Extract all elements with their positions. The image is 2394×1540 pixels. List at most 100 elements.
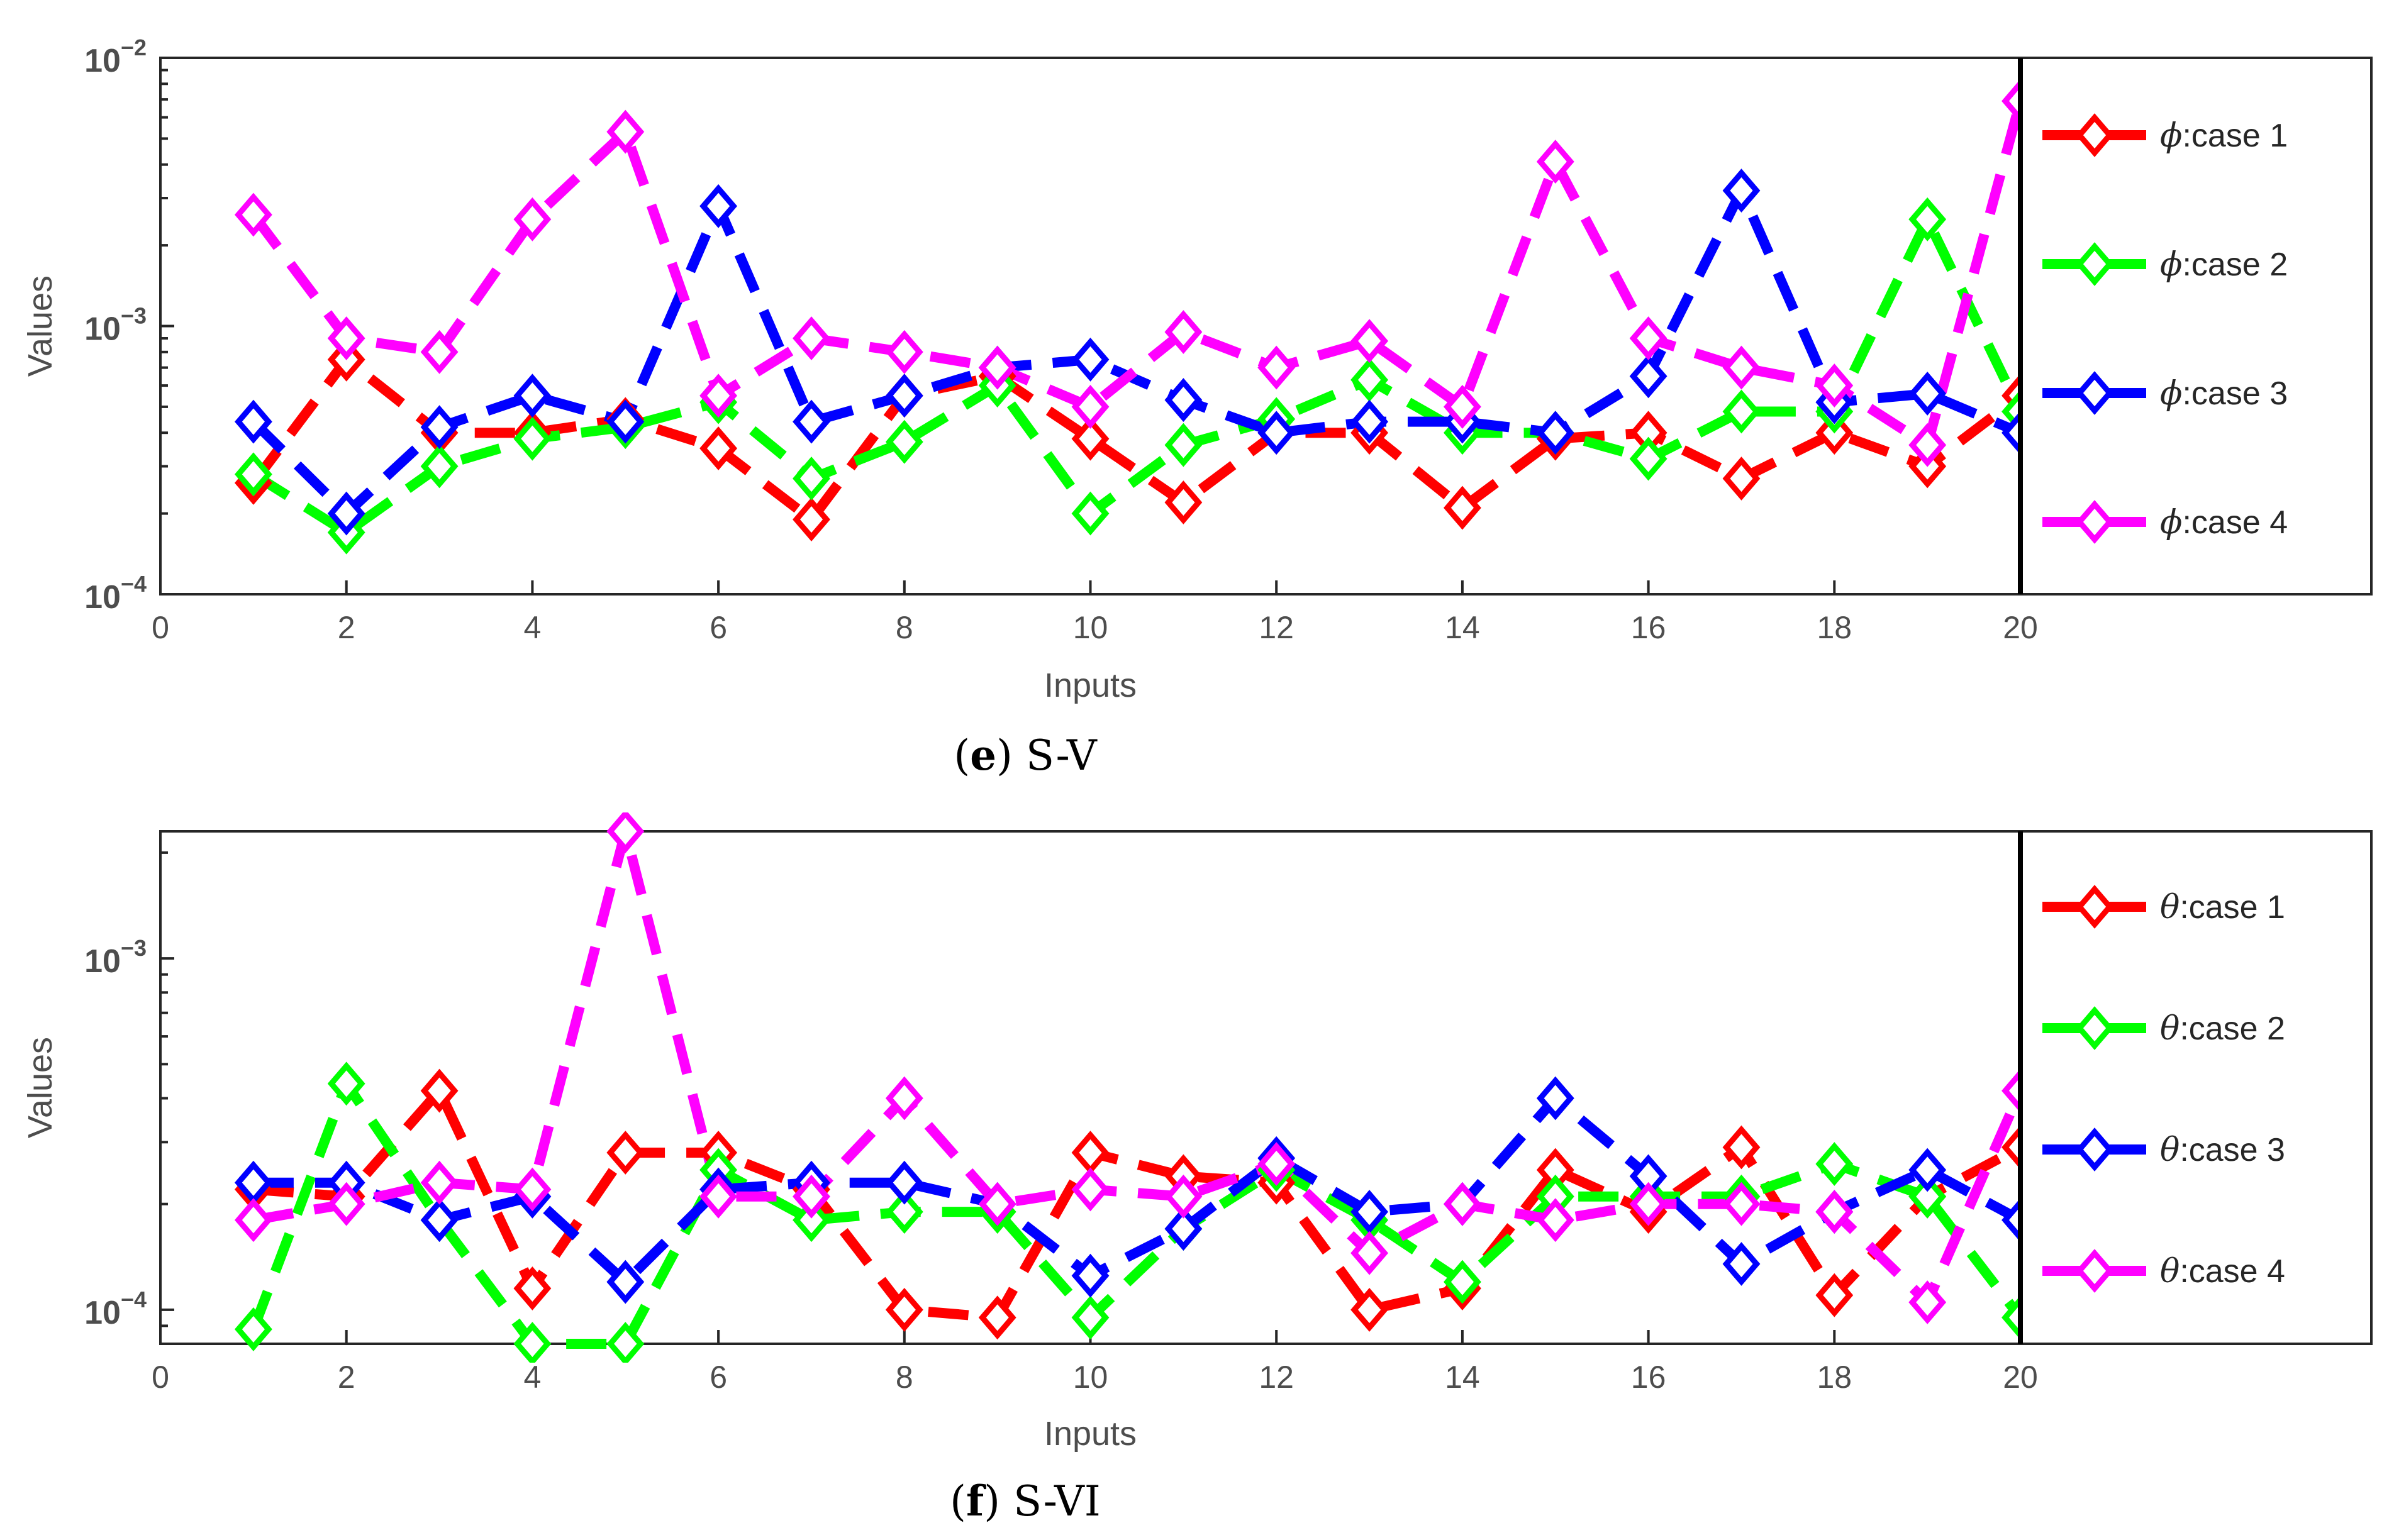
data-point-case-3 xyxy=(1164,1207,1203,1251)
legend-series-name: :case 4 xyxy=(2182,504,2288,541)
data-point-case-2 xyxy=(606,1322,645,1363)
data-point-case-4 xyxy=(1815,1190,1854,1234)
data-point-case-4 xyxy=(978,345,1016,390)
y-axis-title: Values xyxy=(21,1037,59,1138)
legend-marker xyxy=(2076,1006,2113,1050)
data-point-case-3 xyxy=(1257,411,1296,455)
plot-series-group xyxy=(234,812,2039,1363)
figure-caption: (e) S-V xyxy=(954,731,1098,780)
data-point-case-4 xyxy=(978,1182,1016,1226)
legend-symbol: θ xyxy=(2160,1010,2180,1048)
data-point-case-4 xyxy=(327,316,365,360)
data-point-case-4 xyxy=(234,1198,272,1243)
data-point-case-4 xyxy=(699,374,738,418)
x-tick-label: 0 xyxy=(152,610,169,645)
data-point-case-2 xyxy=(234,1307,272,1351)
legend-symbol: θ xyxy=(2160,889,2180,926)
data-point-case-3 xyxy=(1350,399,1389,444)
y-tick-label: 10−3 xyxy=(84,935,147,980)
x-tick-label: 18 xyxy=(1817,1360,1852,1395)
data-point-case-4 xyxy=(1722,345,1761,390)
data-point-case-2 xyxy=(885,1190,923,1234)
legend-marker xyxy=(2076,371,2113,415)
legend-entry-label: θ:case 1 xyxy=(2160,889,2285,926)
x-tick-label: 4 xyxy=(523,610,541,645)
legend-series-name: :case 4 xyxy=(2180,1253,2285,1290)
data-point-case-4 xyxy=(1722,1182,1761,1226)
data-point-case-1 xyxy=(699,426,738,470)
x-tick-label: 8 xyxy=(896,610,913,645)
y-tick-exponent: −4 xyxy=(121,1287,147,1312)
y-tick-exponent: −4 xyxy=(121,571,147,597)
y-tick-exponent: −2 xyxy=(121,35,147,60)
y-tick-exponent: −3 xyxy=(121,303,147,329)
caption-text: S-VI xyxy=(1000,1477,1101,1526)
y-axis-title: Values xyxy=(21,275,59,377)
data-point-case-4 xyxy=(1350,1231,1389,1275)
x-tick-label: 2 xyxy=(338,610,355,645)
data-point-case-3 xyxy=(606,1260,645,1304)
data-point-case-3 xyxy=(1722,1242,1761,1286)
x-axis-title: Inputs xyxy=(1044,667,1137,704)
legend-marker xyxy=(2076,113,2113,157)
data-point-case-4 xyxy=(1164,1174,1203,1219)
data-point-case-2 xyxy=(1722,389,1761,434)
chart-panel-e: 0 2 4 6 8 10 12 14 16 18 2010−410−310−2InputsValue… xyxy=(21,35,2373,780)
legend-symbol: θ xyxy=(2160,1253,2180,1290)
data-point-case-3 xyxy=(793,399,830,444)
caption-text: S-V xyxy=(1013,731,1098,780)
x-tick-label: 4 xyxy=(523,1360,541,1395)
legend: θ:case 1θ:case 2θ:case 3θ:case 4 xyxy=(2018,830,2373,1345)
data-point-case-2 xyxy=(1071,491,1110,536)
legend-symbol: ϕ xyxy=(2160,504,2182,541)
series-line-case-3 xyxy=(250,186,2023,519)
data-point-case-4 xyxy=(1257,345,1296,390)
x-tick-label: 6 xyxy=(710,610,727,645)
legend-marker xyxy=(2076,1249,2113,1293)
series-line-case-2 xyxy=(248,1078,2025,1349)
legend-marker xyxy=(2076,1127,2113,1172)
legend: ϕ:case 1ϕ:case 2ϕ:case 3ϕ:case 4 xyxy=(2018,57,2373,596)
x-tick-label: 14 xyxy=(1445,1360,1480,1395)
legend-series-name: :case 1 xyxy=(2180,889,2285,926)
data-point-case-4 xyxy=(1443,1182,1481,1226)
data-point-case-1 xyxy=(885,1287,923,1332)
data-point-case-2 xyxy=(327,1061,365,1106)
x-tick-label: 6 xyxy=(710,1360,727,1395)
data-point-case-1 xyxy=(513,1266,552,1310)
legend-marker xyxy=(2076,242,2113,286)
data-point-case-4 xyxy=(1908,1280,1947,1324)
data-point-case-4 xyxy=(885,330,923,374)
legend-symbol: ϕ xyxy=(2160,246,2182,284)
data-point-case-1 xyxy=(1350,1287,1389,1332)
data-point-case-3 xyxy=(1071,1253,1110,1298)
data-point-case-4 xyxy=(1536,1198,1574,1243)
data-point-case-4 xyxy=(606,109,645,154)
x-axis-title: Inputs xyxy=(1044,1415,1137,1453)
data-point-case-4 xyxy=(1536,140,1574,184)
data-point-case-3 xyxy=(1071,337,1110,382)
x-tick-label: 14 xyxy=(1445,610,1480,645)
data-point-case-4 xyxy=(793,316,830,360)
legend-symbol: ϕ xyxy=(2160,117,2182,155)
data-point-case-1 xyxy=(1443,485,1481,530)
data-point-case-2 xyxy=(1350,358,1389,402)
data-point-case-4 xyxy=(1629,316,1667,360)
legend-series-name: :case 2 xyxy=(2180,1011,2285,1047)
x-tick-label: 8 xyxy=(896,1360,913,1395)
legend-series-name: :case 3 xyxy=(2182,375,2288,412)
data-point-case-1 xyxy=(1722,457,1761,501)
data-point-case-4 xyxy=(327,1182,365,1226)
data-point-case-1 xyxy=(1815,1273,1854,1317)
data-point-case-2 xyxy=(420,444,459,489)
data-point-case-3 xyxy=(1164,378,1203,423)
data-point-case-1 xyxy=(1164,480,1203,524)
data-point-case-1 xyxy=(1071,1131,1110,1175)
data-point-case-3 xyxy=(327,491,365,536)
data-point-case-1 xyxy=(1722,1125,1761,1170)
data-point-case-3 xyxy=(699,184,738,228)
legend-entry-label: ϕ:case 2 xyxy=(2160,246,2288,284)
x-tick-label: 10 xyxy=(1073,610,1108,645)
data-point-case-4 xyxy=(885,1076,923,1121)
